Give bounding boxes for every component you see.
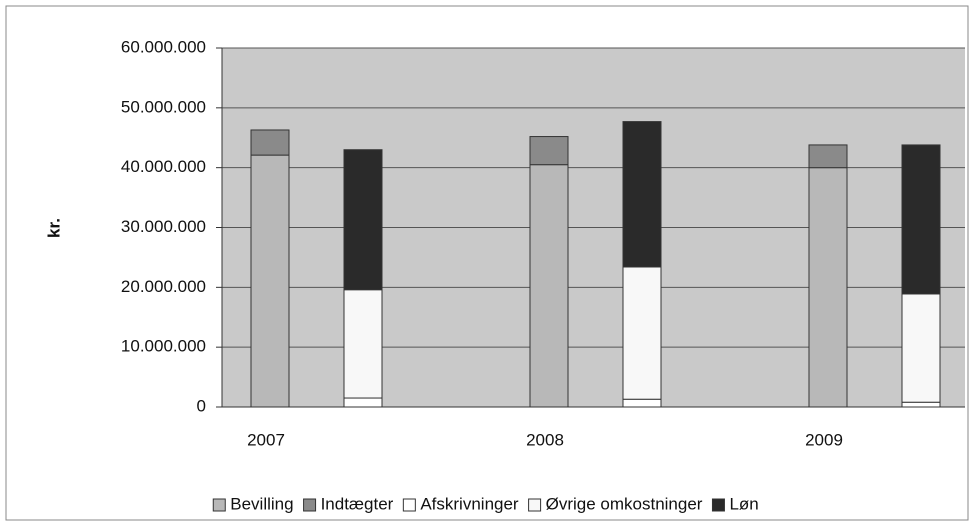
bar-segment [622, 398, 662, 408]
legend-swatch [303, 498, 317, 512]
y-tick-label: 10.000.000 [121, 337, 206, 356]
legend-swatch [528, 498, 542, 512]
bar-segment [808, 167, 848, 408]
y-tick-label: 40.000.000 [121, 157, 206, 176]
bar-segment [901, 293, 941, 403]
y-tick-label: 30.000.000 [121, 217, 206, 236]
x-tick-label: 2007 [247, 430, 285, 449]
bar-segment [343, 289, 383, 399]
legend-swatch [212, 498, 226, 512]
bar-segment [622, 121, 662, 268]
legend-label: Indtægter [321, 494, 394, 513]
y-tick-label: 0 [197, 396, 206, 415]
y-axis-label: kr. [44, 218, 63, 238]
bar-segment [250, 129, 290, 156]
bar-segment [343, 397, 383, 408]
y-tick-label: 60.000.000 [121, 37, 206, 56]
y-tick-label: 50.000.000 [121, 97, 206, 116]
legend-label: Løn [729, 494, 758, 513]
bar-segment [901, 144, 941, 295]
legend-label: Øvrige omkostninger [546, 494, 703, 513]
legend-swatch [402, 498, 416, 512]
legend: Bevilling Indtægter Afskrivninger Øvrige om… [212, 494, 759, 513]
bar-segment [250, 154, 290, 408]
y-tick-label: 20.000.000 [121, 277, 206, 296]
legend-label: Afskrivninger [420, 494, 519, 513]
x-tick-label: 2009 [805, 430, 843, 449]
bar-segment [529, 164, 569, 408]
bar-segment [901, 401, 941, 408]
bar-segment [343, 149, 383, 291]
bar-segment [808, 144, 848, 169]
bar-segment [529, 136, 569, 166]
x-tick-label: 2008 [526, 430, 564, 449]
legend-swatch [711, 498, 725, 512]
bar-segment [622, 266, 662, 400]
legend-label: Bevilling [230, 494, 293, 513]
